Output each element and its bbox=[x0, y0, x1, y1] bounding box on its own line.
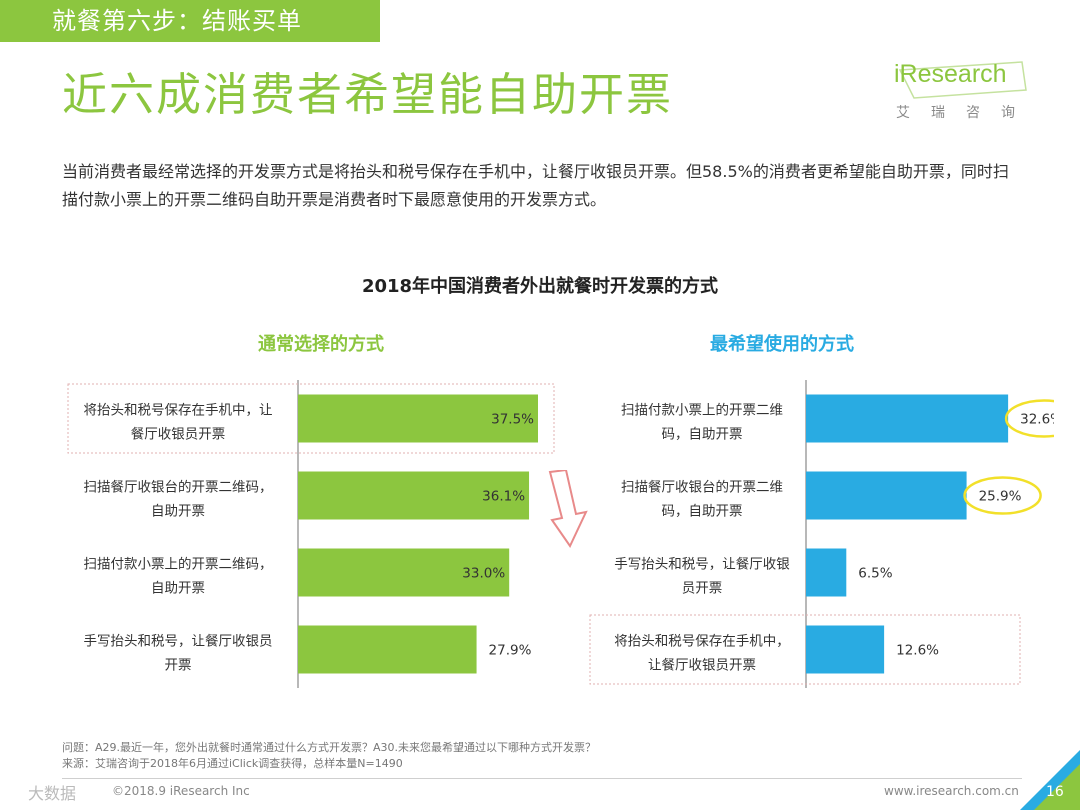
value-label: 33.0% bbox=[462, 566, 505, 582]
value-label: 12.6% bbox=[896, 643, 939, 659]
bar bbox=[806, 471, 967, 520]
logo-brand-cn: 艾瑞咨询 bbox=[896, 105, 1036, 121]
highlight-box bbox=[589, 614, 1021, 685]
chart-usual-methods: 将抬头和税号保存在手机中，让餐厅收银员开票 37.5% 扫描餐厅收银台的开票二维码，… bbox=[67, 380, 555, 688]
copyright: ©2018.9 iResearch Inc bbox=[112, 784, 250, 798]
footer-question: 问题：A29.最近一年，您外出就餐时通常通过什么方式开发票？A30.未来您最希望… bbox=[62, 741, 597, 754]
logo-swoosh-icon bbox=[898, 61, 1027, 99]
bar bbox=[298, 625, 477, 674]
category-label: 码，自助开票 bbox=[662, 427, 743, 443]
page-number: 16 bbox=[1046, 784, 1064, 800]
down-arrow-icon bbox=[548, 470, 588, 548]
category-label: 将抬头和税号保存在手机中， bbox=[614, 634, 790, 650]
category-label: 员开票 bbox=[682, 581, 723, 597]
category-label: 自助开票 bbox=[151, 504, 205, 520]
watermark: 大数据 bbox=[28, 784, 77, 803]
subtitle-preferred: 最希望使用的方式 bbox=[710, 334, 854, 355]
iresearch-logo: iResearch 艾瑞咨询 bbox=[894, 60, 1034, 130]
logo-brand: iResearch bbox=[894, 60, 1007, 88]
category-label: 开票 bbox=[165, 658, 192, 674]
category-label: 扫描付款小票上的开票二维码， bbox=[84, 557, 273, 573]
footer-note: 问题：A29.最近一年，您外出就餐时通常通过什么方式开发票？A30.未来您最希望… bbox=[62, 740, 596, 772]
highlight-box bbox=[67, 383, 555, 454]
category-label: 码，自助开票 bbox=[662, 504, 743, 520]
category-label: 手写抬头和税号，让餐厅收银 bbox=[614, 557, 790, 573]
category-label: 手写抬头和税号，让餐厅收银员 bbox=[84, 634, 273, 650]
bar bbox=[806, 625, 885, 674]
category-label: 扫描餐厅收银台的开票二维码， bbox=[84, 480, 273, 496]
step-tag: 就餐第六步：结账买单 bbox=[0, 0, 380, 42]
subtitle-usual: 通常选择的方式 bbox=[258, 334, 384, 355]
category-label: 自助开票 bbox=[151, 581, 205, 597]
value-label: 32.6% bbox=[1020, 412, 1054, 428]
category-label: 将抬头和税号保存在手机中，让 bbox=[84, 403, 273, 419]
highlight-circle bbox=[963, 476, 1042, 515]
category-label: 餐厅收银员开票 bbox=[131, 427, 226, 443]
footer-divider bbox=[62, 778, 1022, 779]
value-label: 25.9% bbox=[979, 489, 1022, 505]
value-label: 36.1% bbox=[482, 489, 525, 505]
value-label: 37.5% bbox=[491, 412, 534, 428]
category-label: 扫描餐厅收银台的开票二维 bbox=[621, 480, 783, 496]
category-label: 让餐厅收银员开票 bbox=[648, 658, 756, 674]
corner-decoration bbox=[1020, 750, 1080, 810]
value-label: 27.9% bbox=[489, 643, 532, 659]
website: www.iresearch.com.cn bbox=[884, 784, 1019, 798]
value-label: 6.5% bbox=[858, 566, 892, 582]
page-title: 近六成消费者希望能自助开票 bbox=[62, 68, 674, 121]
footer-source: 来源：艾瑞咨询于2018年6月通过iClick调查获得，总样本量N=1490 bbox=[62, 757, 403, 770]
chart-preferred-methods: 扫描付款小票上的开票二维码，自助开票 32.6% 扫描餐厅收银台的开票二维码，自助开… bbox=[589, 380, 1054, 688]
bar bbox=[298, 548, 510, 597]
category-label: 扫描付款小票上的开票二维 bbox=[621, 403, 783, 419]
highlight-circle bbox=[1004, 399, 1054, 438]
bar bbox=[298, 471, 530, 520]
chart-title: 2018年中国消费者外出就餐时开发票的方式 bbox=[361, 276, 719, 297]
bar bbox=[806, 548, 847, 597]
summary-text: 当前消费者最经常选择的开发票方式是将抬头和税号保存在手机中，让餐厅收银员开票。但… bbox=[62, 162, 1009, 209]
bar bbox=[806, 394, 1009, 443]
bar bbox=[298, 394, 538, 443]
